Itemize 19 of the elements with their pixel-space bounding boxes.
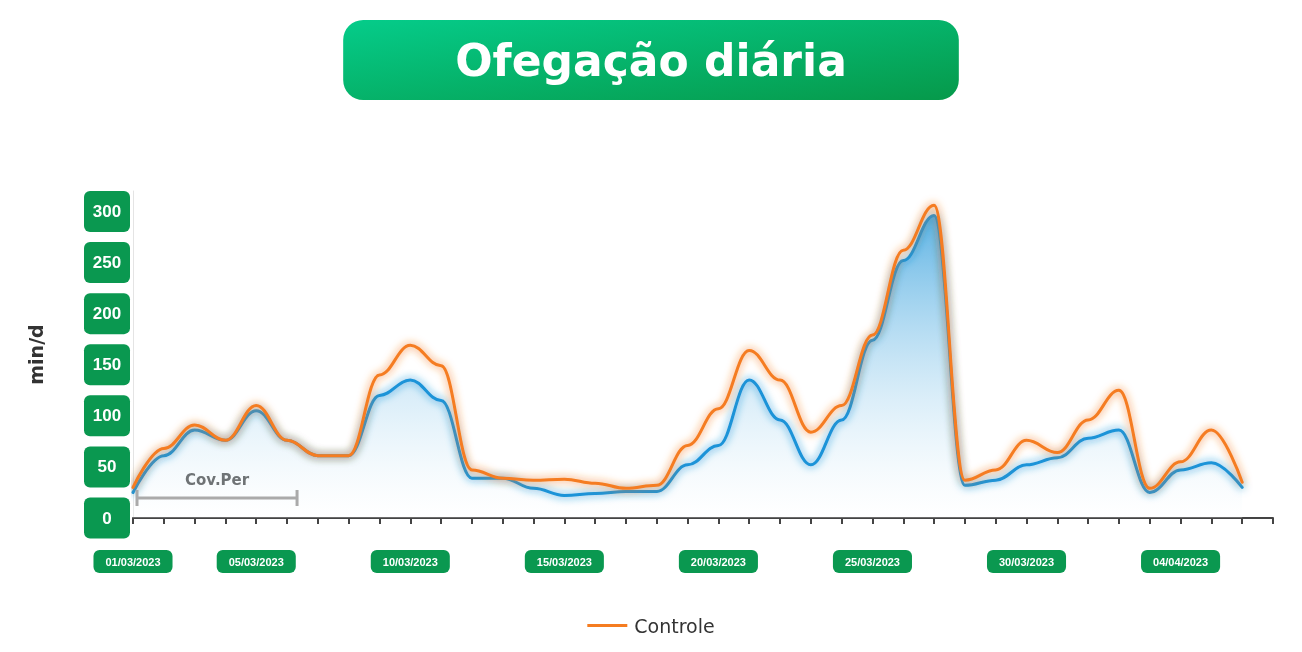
x-tick-label: 25/03/2023 (844, 555, 900, 568)
y-tick-label: 100 (92, 406, 122, 426)
y-axis-title: min/d (24, 324, 47, 385)
x-tick-label: 15/03/2023 (536, 555, 592, 568)
x-tick-label: 01/03/2023 (105, 555, 161, 568)
chart-title: Ofegação diária (455, 34, 847, 86)
x-tick-label: 20/03/2023 (690, 555, 746, 568)
x-tick-label: 10/03/2023 (382, 555, 438, 568)
y-tick-label: 150 (92, 355, 122, 375)
y-tick-label: 200 (92, 304, 122, 324)
y-tick-label: 0 (102, 508, 112, 528)
x-tick-label: 05/03/2023 (228, 555, 284, 568)
y-tick-label: 250 (92, 253, 122, 273)
y-tick-label: 300 (92, 201, 122, 221)
y-tick-label: 50 (97, 457, 117, 477)
x-tick-label: 30/03/2023 (998, 555, 1055, 568)
x-tick-label: 04/04/2023 (1153, 555, 1209, 568)
legend-label: Controle (634, 614, 715, 637)
annotation: Cov.Per (185, 470, 250, 489)
